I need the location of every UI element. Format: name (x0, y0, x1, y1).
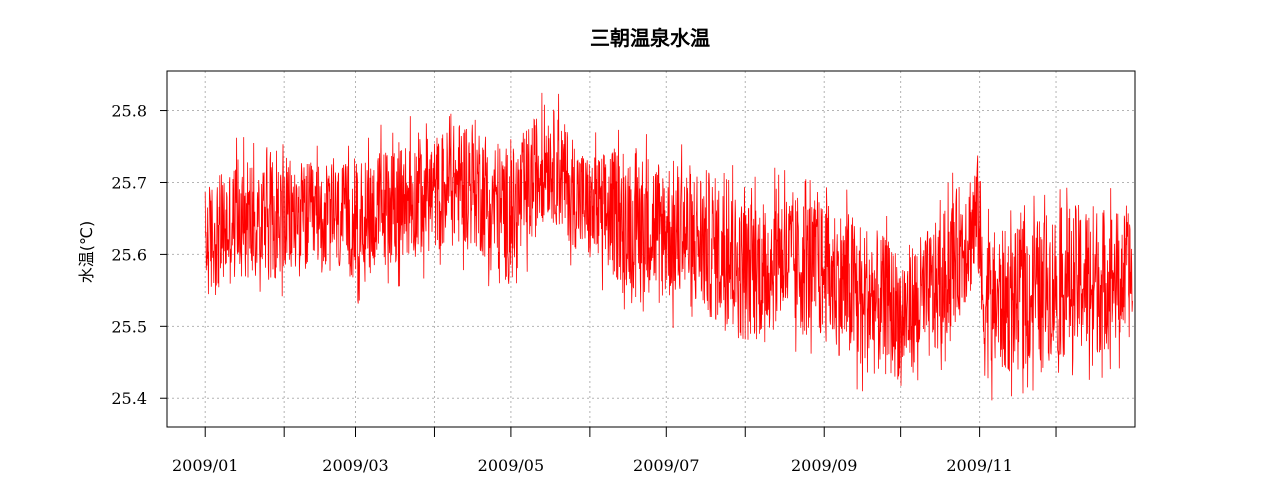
x-tick-label: 2009/03 (322, 456, 388, 475)
y-tick-label: 25.8 (111, 102, 147, 121)
chart-title: 三朝温泉水温 (590, 26, 710, 50)
y-axis-label: 水温(℃) (77, 221, 96, 283)
x-tick-label: 2009/05 (478, 456, 544, 475)
x-tick-label: 2009/11 (946, 456, 1012, 475)
x-tick-label: 2009/09 (791, 456, 857, 475)
x-tick-label: 2009/01 (172, 456, 238, 475)
series-line (204, 92, 1133, 401)
x-tick-label: 2009/07 (633, 456, 699, 475)
y-tick-label: 25.6 (111, 245, 147, 264)
y-tick-label: 25.7 (111, 173, 147, 192)
plot-frame (166, 70, 1136, 428)
axes: 25.4 25.5 25.6 25.7 25.8 2009/01 2009/03 2009/0… (111, 102, 1057, 475)
data-series (204, 92, 1133, 401)
y-tick-label: 25.4 (111, 389, 147, 408)
y-tick-label: 25.5 (111, 317, 147, 336)
